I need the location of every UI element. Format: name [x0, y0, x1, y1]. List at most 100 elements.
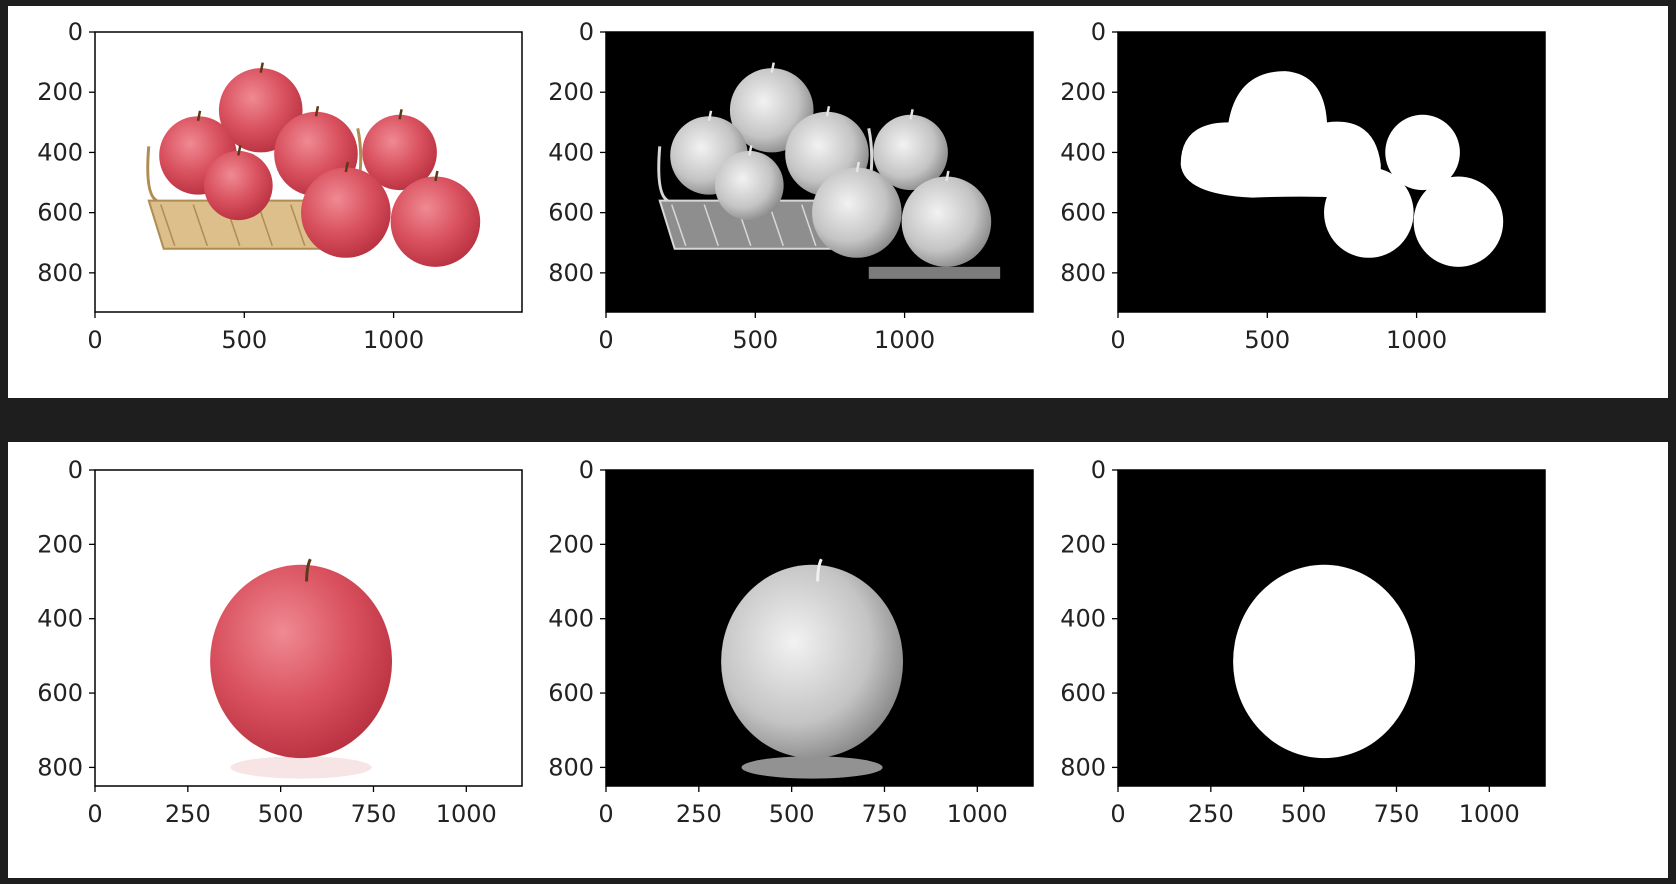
x-tick-label: 0	[598, 800, 613, 828]
apple	[873, 114, 948, 191]
x-tick-label: 250	[676, 800, 722, 828]
y-tick-label: 0	[1091, 18, 1106, 46]
y-tick-label: 0	[579, 456, 594, 484]
apple	[721, 564, 904, 759]
image-panel-grayscale-row-1	[606, 32, 1033, 312]
axes-frame	[94, 469, 523, 787]
apple-stem	[196, 110, 202, 122]
image-panel-photo-row-2	[95, 470, 522, 786]
apple-stem	[909, 109, 914, 120]
figure-canvas-row-1: 0 200 400 600 800 0 500 1000 0 200 400 600 800 0 500 10…	[37, 18, 1546, 354]
image-panel-mask-row-2	[1118, 470, 1545, 786]
basket-weave	[192, 204, 208, 247]
apple	[301, 167, 391, 258]
apple	[901, 176, 992, 267]
apple-reflection	[230, 756, 372, 779]
apple	[203, 150, 273, 221]
apple-stem	[825, 106, 831, 117]
y-tick-label: 200	[548, 530, 594, 558]
y-tick-label: 200	[1060, 530, 1106, 558]
apple-stem	[344, 161, 350, 173]
y-tick-label: 600	[1060, 199, 1106, 227]
apple-reflection	[741, 756, 883, 779]
x-tick-label: 1000	[874, 326, 935, 354]
y-tick-label: 800	[1060, 259, 1106, 287]
x-tick-label: 500	[732, 326, 778, 354]
apple-stem	[770, 62, 775, 73]
x-tick-label: 500	[221, 326, 267, 354]
image-panel-photo-row-1	[95, 32, 522, 312]
x-tick-label: 0	[1110, 800, 1125, 828]
apple-stem	[855, 161, 861, 173]
apple	[1324, 167, 1414, 258]
y-tick-label: 800	[37, 753, 83, 781]
basket-weave	[290, 204, 306, 247]
y-tick-label: 600	[548, 199, 594, 227]
axes-frame	[605, 31, 1034, 313]
x-tick-label: 1000	[1386, 326, 1447, 354]
apple-stem	[434, 170, 439, 182]
apple-stem	[398, 109, 403, 120]
y-tick-label: 800	[548, 259, 594, 287]
figure-row-1: 0 200 400 600 800 0 500 1000 0 200 400 600 800 0 500 10…	[8, 6, 1668, 398]
x-tick-label: 500	[769, 800, 815, 828]
image-panel-grayscale-row-2	[606, 470, 1033, 786]
x-tick-label: 500	[1281, 800, 1327, 828]
apple	[210, 564, 393, 759]
y-tick-label: 400	[37, 138, 83, 166]
x-tick-label: 250	[165, 800, 211, 828]
y-tick-label: 200	[37, 530, 83, 558]
x-tick-label: 1000	[1459, 800, 1520, 828]
y-tick-label: 600	[37, 679, 83, 707]
apple	[1413, 176, 1504, 267]
y-tick-label: 0	[1091, 456, 1106, 484]
y-tick-label: 0	[68, 18, 83, 46]
axes-frame	[1117, 469, 1546, 787]
apple	[390, 176, 481, 267]
apple-stem	[314, 106, 320, 117]
apple-stem	[748, 145, 753, 156]
basket-weave	[801, 204, 817, 247]
axes-frame	[605, 469, 1034, 787]
y-tick-label: 200	[37, 78, 83, 106]
basket-handle	[657, 146, 669, 202]
figure-row-2: 0 200 400 600 800 0 250 500 750 1000 0 200 400 600 800…	[8, 442, 1668, 878]
mask-blob	[1180, 71, 1381, 201]
y-tick-label: 400	[548, 605, 594, 633]
apple	[1233, 564, 1416, 759]
y-tick-label: 400	[37, 605, 83, 633]
x-tick-label: 0	[598, 326, 613, 354]
y-tick-label: 800	[548, 753, 594, 781]
y-tick-label: 800	[37, 259, 83, 287]
apple-stem	[259, 62, 264, 73]
y-tick-label: 200	[1060, 78, 1106, 106]
apple-stem	[707, 110, 713, 122]
x-tick-label: 0	[1110, 326, 1125, 354]
basket-weave	[703, 204, 719, 247]
x-tick-label: 1000	[363, 326, 424, 354]
y-tick-label: 400	[1060, 605, 1106, 633]
y-tick-label: 200	[548, 78, 594, 106]
x-tick-label: 750	[862, 800, 908, 828]
x-tick-label: 0	[87, 800, 102, 828]
y-tick-label: 400	[548, 138, 594, 166]
apple-stem	[305, 558, 312, 582]
y-tick-label: 600	[548, 679, 594, 707]
x-tick-label: 500	[1244, 326, 1290, 354]
x-tick-label: 750	[1374, 800, 1420, 828]
apple-stem	[945, 170, 950, 182]
axes-frame	[94, 31, 523, 313]
x-tick-label: 750	[351, 800, 397, 828]
y-tick-label: 800	[1060, 753, 1106, 781]
x-tick-label: 1000	[947, 800, 1008, 828]
image-panel-mask-row-1	[1118, 32, 1545, 312]
basket-handle	[146, 146, 158, 202]
apple	[714, 150, 784, 221]
y-tick-label: 0	[68, 456, 83, 484]
apple-stem	[237, 145, 242, 156]
apple-stem	[816, 558, 823, 582]
basket-weave	[671, 204, 687, 247]
x-tick-label: 250	[1188, 800, 1234, 828]
x-tick-label: 1000	[436, 800, 497, 828]
